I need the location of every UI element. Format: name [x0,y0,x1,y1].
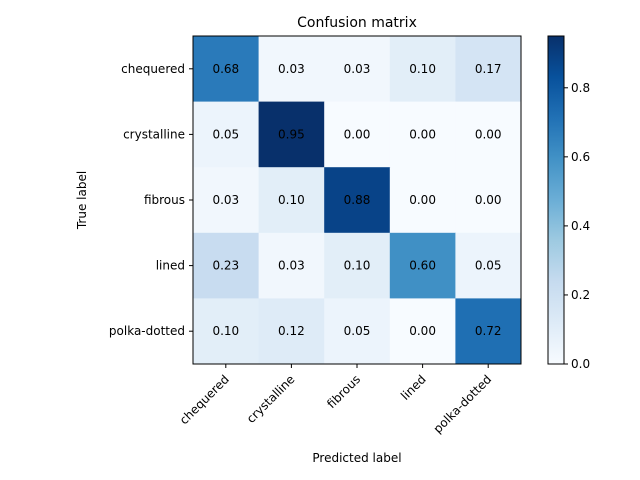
heatmap-cell [455,298,522,365]
colorbar [547,35,565,365]
cell-value-label: 0.05 [475,259,502,273]
heatmap-cell [258,232,325,299]
heatmap-cell [324,167,391,234]
cell-value-label: 0.88 [344,193,371,207]
x-axis-label: Predicted label [312,451,401,465]
x-tick-label: fibrous [324,372,363,411]
colorbar-ticks: 0.0 0.2 0.4 0.6 0.8 [564,81,590,371]
cell-value-label: 0.05 [212,127,239,141]
heatmap-cell [324,232,391,299]
chart-title: Confusion matrix [297,15,417,31]
y-tick-label: chequered [121,62,185,76]
heatmap-cell [324,298,391,365]
heatmap-cells [193,36,522,365]
colorbar-tick-label: 0.8 [571,81,590,95]
heatmap-cell [389,36,456,103]
cell-value-label: 0.00 [475,193,502,207]
cell-value-label: 0.68 [212,62,239,76]
y-tick-label: fibrous [144,193,185,207]
heatmap-cell-labels: 0.68 0.03 0.03 0.10 0.17 0.05 0.95 0.00 0.00 0.00… [212,62,501,338]
heatmap-cell [324,36,391,103]
colorbar-tick-label: 0.6 [571,150,590,164]
heatmap-cell [193,101,260,168]
cell-value-label: 0.10 [344,259,371,273]
y-axis-ticks: chequered crystalline fibrous lined polka-do… [109,62,193,338]
heatmap-cell [258,298,325,365]
cell-value-label: 0.10 [212,324,239,338]
cell-value-label: 0.95 [278,127,305,141]
cell-value-label: 0.00 [344,127,371,141]
cell-value-label: 0.03 [278,62,305,76]
cell-value-label: 0.72 [475,324,502,338]
cell-value-label: 0.05 [344,324,371,338]
cell-value-label: 0.03 [212,193,239,207]
x-tick-label: polka-dotted [431,372,495,436]
heatmap-cell [193,36,260,103]
colorbar-tick-label: 0.0 [571,357,590,371]
y-tick-label: polka-dotted [109,324,185,338]
x-tick-label: crystalline [244,372,298,426]
cell-value-label: 0.23 [212,259,239,273]
colorbar-tick-label: 0.4 [571,219,590,233]
heatmap-cell [389,298,456,365]
heatmap-cell [455,101,522,168]
cell-value-label: 0.00 [409,193,436,207]
cell-value-label: 0.10 [409,62,436,76]
cell-value-label: 0.00 [409,324,436,338]
heatmap-cell [455,167,522,234]
x-tick-label: chequered [177,372,232,427]
cell-value-label: 0.03 [278,259,305,273]
cell-value-label: 0.10 [278,193,305,207]
heatmap-cell [455,36,522,103]
y-tick-label: crystalline [123,127,185,141]
x-tick-label: lined [398,372,429,403]
colorbar-tick-label: 0.2 [571,288,590,302]
y-axis-label: True label [75,171,89,230]
heatmap-cell [324,101,391,168]
heatmap-cell [455,232,522,299]
cell-value-label: 0.00 [475,127,502,141]
x-axis-ticks: chequered crystalline fibrous lined polka-do… [177,364,494,436]
cell-value-label: 0.12 [278,324,305,338]
y-tick-label: lined [156,259,185,273]
heatmap-cell [258,167,325,234]
heatmap-cell [193,167,260,234]
heatmap-cell [193,298,260,365]
heatmap-cell [389,232,456,299]
cell-value-label: 0.03 [344,62,371,76]
cell-value-label: 0.00 [409,127,436,141]
cell-value-label: 0.60 [409,259,436,273]
heatmap-cell [193,232,260,299]
heatmap-cell [389,101,456,168]
heatmap-cell [258,36,325,103]
heatmap-cell [389,167,456,234]
heatmap-cell [258,101,325,168]
cell-value-label: 0.17 [475,62,502,76]
